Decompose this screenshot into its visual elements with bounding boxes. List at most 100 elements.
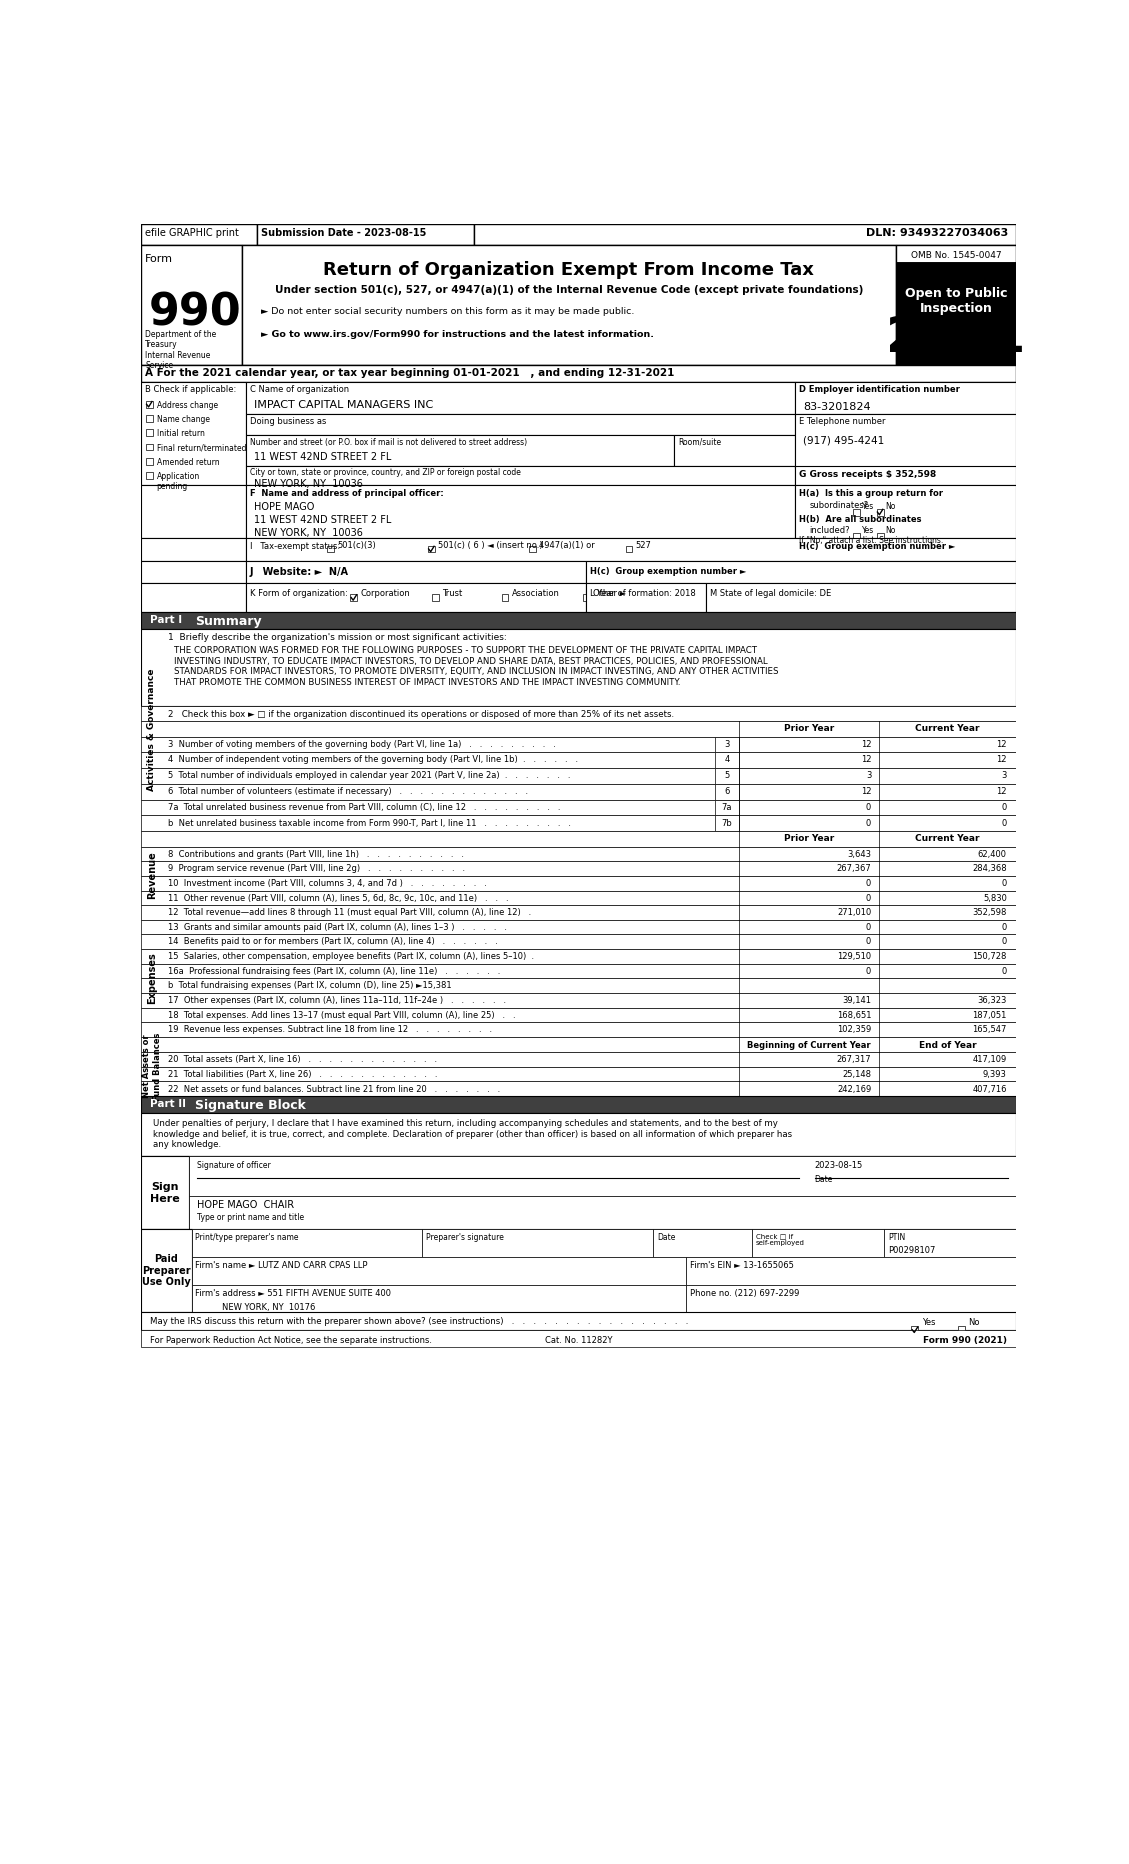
Text: Form 990 (2021): Form 990 (2021) — [922, 1336, 1007, 1344]
Text: 0: 0 — [1001, 880, 1007, 887]
Text: 3  Number of voting members of the governing body (Part VI, line 1a)   .   .   .: 3 Number of voting members of the govern… — [168, 740, 557, 749]
Bar — [141, 1156, 1016, 1228]
Text: ► Do not enter social security numbers on this form as it may be made public.: ► Do not enter social security numbers o… — [261, 308, 634, 315]
Bar — [141, 736, 1016, 753]
Bar — [431, 595, 439, 600]
Bar — [141, 1036, 1016, 1051]
Text: ► Go to www.irs.gov/Form990 for instructions and the latest information.: ► Go to www.irs.gov/Form990 for instruct… — [261, 330, 654, 339]
Text: Amended return: Amended return — [157, 459, 219, 466]
Text: M State of legal domicile: DE: M State of legal domicile: DE — [710, 589, 832, 598]
Text: 5,830: 5,830 — [983, 893, 1007, 902]
Text: 168,651: 168,651 — [837, 1010, 872, 1020]
Text: I   Tax-exempt status:: I Tax-exempt status: — [250, 542, 340, 550]
Text: 417,109: 417,109 — [972, 1055, 1007, 1064]
Bar — [654, 1228, 752, 1256]
Text: Doing business as: Doing business as — [250, 418, 326, 427]
Text: Prior Year: Prior Year — [784, 835, 834, 843]
Bar — [141, 979, 1016, 994]
Text: 4: 4 — [725, 755, 729, 764]
Text: 2023-08-15: 2023-08-15 — [815, 1161, 863, 1171]
Text: Beginning of Current Year: Beginning of Current Year — [747, 1040, 870, 1049]
Bar — [715, 736, 739, 753]
Bar — [141, 1021, 1016, 1036]
Text: 0: 0 — [866, 923, 872, 932]
Text: 1  Briefly describe the organization's mission or most significant activities:: 1 Briefly describe the organization's mi… — [168, 634, 507, 643]
Text: Room/suite: Room/suite — [679, 438, 721, 447]
Bar — [715, 785, 739, 800]
Text: NEW YORK, NY  10036: NEW YORK, NY 10036 — [254, 479, 362, 488]
Text: Part I: Part I — [150, 615, 183, 624]
Bar — [141, 1096, 1016, 1113]
Text: 36,323: 36,323 — [978, 995, 1007, 1005]
Text: End of Year: End of Year — [919, 1040, 977, 1049]
Text: 39,141: 39,141 — [842, 995, 872, 1005]
Text: 187,051: 187,051 — [972, 1010, 1007, 1020]
Text: 19  Revenue less expenses. Subtract line 18 from line 12   .   .   .   .   .   .: 19 Revenue less expenses. Subtract line … — [168, 1025, 492, 1035]
Bar — [715, 768, 739, 785]
Text: 0: 0 — [1001, 923, 1007, 932]
Text: Signature of officer: Signature of officer — [196, 1161, 271, 1171]
Bar — [141, 785, 1016, 800]
Bar — [141, 583, 246, 611]
Bar — [141, 246, 242, 365]
Text: Net Assets or
Fund Balances: Net Assets or Fund Balances — [142, 1033, 161, 1100]
Bar — [141, 1008, 1016, 1021]
Text: 150,728: 150,728 — [972, 953, 1007, 962]
Bar — [141, 224, 257, 246]
Bar — [141, 1228, 1016, 1312]
Bar — [715, 753, 739, 768]
Text: OMB No. 1545-0047: OMB No. 1545-0047 — [911, 250, 1001, 259]
Text: For Paperwork Reduction Act Notice, see the separate instructions.: For Paperwork Reduction Act Notice, see … — [150, 1336, 432, 1344]
Text: Form: Form — [145, 255, 173, 265]
Text: Initial return: Initial return — [157, 429, 204, 438]
Text: Under section 501(c), 527, or 4947(a)(1) of the Internal Revenue Code (except pr: Under section 501(c), 527, or 4947(a)(1)… — [274, 285, 863, 295]
Text: 0: 0 — [866, 893, 872, 902]
Text: Paid
Preparer
Use Only: Paid Preparer Use Only — [142, 1254, 191, 1288]
Text: 0: 0 — [866, 938, 872, 947]
Bar — [141, 846, 1016, 861]
Bar — [141, 800, 1016, 815]
Bar — [141, 1156, 190, 1228]
Bar — [141, 949, 1016, 964]
Text: 12: 12 — [996, 740, 1007, 749]
Text: 102,359: 102,359 — [837, 1025, 872, 1035]
Text: 12: 12 — [860, 787, 872, 796]
Text: 407,716: 407,716 — [972, 1085, 1007, 1094]
Bar — [246, 561, 586, 583]
Bar — [428, 546, 435, 552]
Text: 267,367: 267,367 — [837, 865, 872, 874]
Text: P00298107: P00298107 — [889, 1247, 936, 1254]
Text: 7a: 7a — [721, 803, 733, 811]
Bar — [911, 1327, 919, 1333]
Text: K Form of organization:: K Form of organization: — [250, 589, 348, 598]
Bar — [246, 583, 586, 611]
Text: NEW YORK, NY  10036: NEW YORK, NY 10036 — [254, 528, 362, 539]
Text: 0: 0 — [866, 880, 872, 887]
Text: 9,393: 9,393 — [983, 1070, 1007, 1079]
Bar — [141, 1051, 1016, 1066]
Text: Cat. No. 11282Y: Cat. No. 11282Y — [545, 1336, 612, 1344]
Text: 3: 3 — [725, 740, 729, 749]
Bar — [141, 1081, 1016, 1096]
Bar — [246, 382, 795, 414]
Bar — [141, 768, 1016, 785]
Text: L Year of formation: 2018: L Year of formation: 2018 — [590, 589, 695, 598]
Bar — [422, 1228, 654, 1256]
Text: HOPE MAGO  CHAIR: HOPE MAGO CHAIR — [196, 1200, 294, 1210]
Bar — [146, 429, 152, 436]
Text: Final return/terminated: Final return/terminated — [157, 444, 246, 453]
Bar — [715, 800, 739, 815]
Bar — [190, 1197, 1016, 1228]
Text: D Employer identification number: D Employer identification number — [799, 384, 960, 393]
Bar — [141, 934, 1016, 949]
Bar — [141, 906, 1016, 919]
Text: Other ►: Other ► — [593, 589, 627, 598]
Text: Print/type preparer's name: Print/type preparer's name — [195, 1234, 299, 1241]
Text: 25,148: 25,148 — [842, 1070, 872, 1079]
Text: A For the 2021 calendar year, or tax year beginning 01-01-2021   , and ending 12: A For the 2021 calendar year, or tax yea… — [145, 367, 674, 378]
Text: Prior Year: Prior Year — [784, 725, 834, 733]
Text: 3: 3 — [1001, 772, 1007, 781]
Bar — [715, 815, 739, 831]
Bar — [141, 994, 1016, 1008]
Bar — [884, 1228, 1016, 1256]
